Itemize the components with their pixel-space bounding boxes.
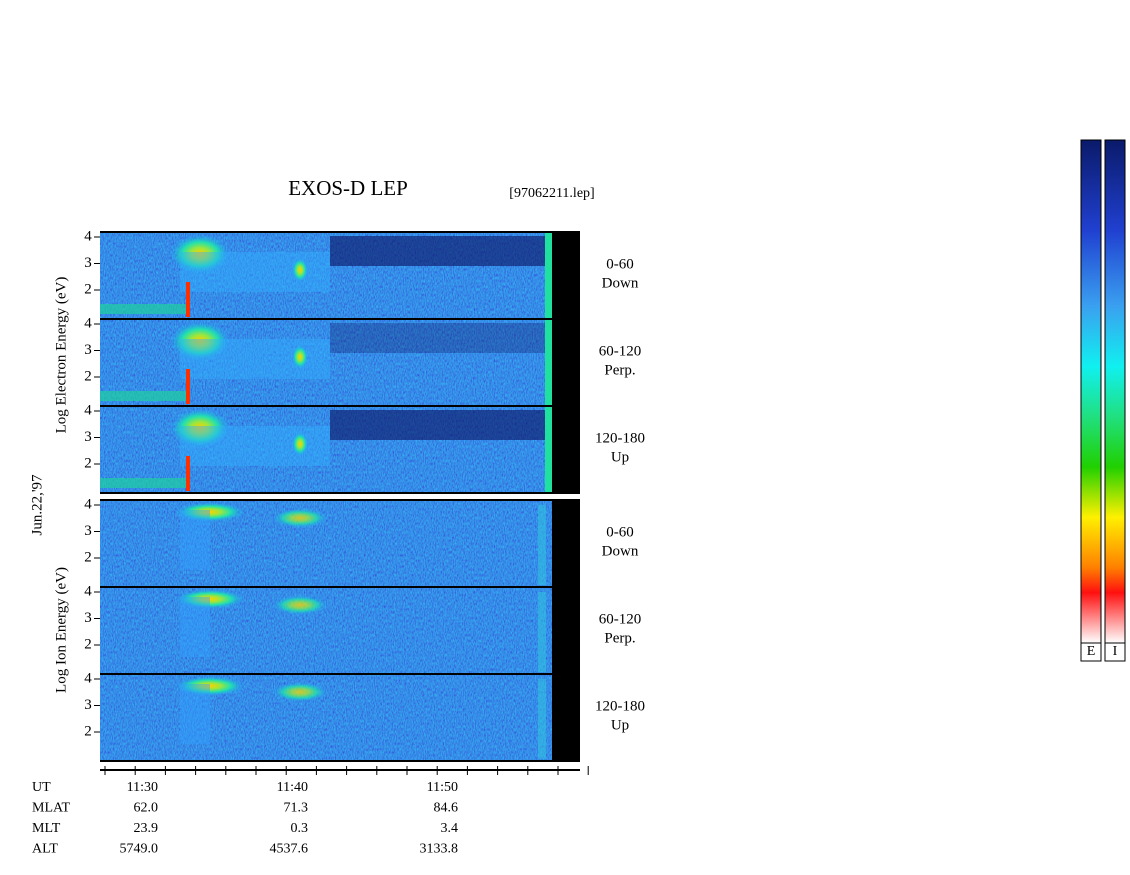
- flux-feature: [180, 510, 210, 570]
- flux-feature: [100, 478, 190, 488]
- y-tick-label: 3: [84, 342, 92, 358]
- flux-feature: [180, 684, 210, 744]
- flux-feature: [330, 323, 545, 353]
- colorbar: [1104, 139, 1126, 644]
- panel-noise: [100, 587, 552, 674]
- row-value: 62.0: [134, 801, 159, 816]
- flux-feature: [170, 234, 230, 274]
- y-tick-label: 2: [84, 549, 92, 565]
- flux-feature: [100, 391, 190, 401]
- flux-feature: [175, 502, 245, 522]
- y-tick-label: 3: [84, 255, 92, 271]
- date: Jun.22,'97: [29, 474, 45, 536]
- pitch-angle: 120-180: [595, 430, 645, 446]
- flux-feature: [292, 432, 308, 456]
- data-gap: [552, 674, 580, 761]
- row-value: 4537.6: [270, 842, 309, 857]
- y-tick-label: 4: [84, 228, 92, 244]
- pitch-angle: 120-180: [595, 698, 645, 714]
- flux-feature: [186, 282, 190, 317]
- flux-feature: [175, 676, 245, 696]
- colorbar-label-box: [1080, 642, 1102, 662]
- row-value: 23.9: [134, 821, 159, 836]
- flux-feature: [272, 682, 328, 702]
- y-tick-label: 3: [84, 610, 92, 626]
- y-tick-label: 4: [84, 315, 92, 331]
- flux-feature: [272, 595, 328, 615]
- pitch-angle: 0-60: [606, 256, 634, 272]
- y-tick-label: 2: [84, 636, 92, 652]
- row-label: UT: [32, 780, 51, 795]
- flux-feature: [170, 321, 230, 361]
- flux-feature: [175, 589, 245, 609]
- direction: Up: [611, 717, 629, 733]
- flux-feature: [538, 679, 546, 759]
- flux-feature: [330, 236, 545, 266]
- colorbar: [1080, 139, 1102, 644]
- colorbar-label-box: [1104, 642, 1126, 662]
- panel-noise: [100, 500, 552, 587]
- ion-axis-label: Log Ion Energy (eV): [53, 567, 69, 693]
- flux-feature: [538, 505, 546, 585]
- flux-feature: [538, 592, 546, 672]
- colorbar-label: E: [1087, 644, 1096, 659]
- pitch-angle: 0-60: [606, 524, 634, 540]
- direction: Perp.: [604, 630, 635, 646]
- electron-axis-label: Log Electron Energy (eV): [53, 277, 69, 434]
- colorbar-label: I: [1113, 644, 1118, 659]
- data-gap: [552, 319, 580, 406]
- flux-feature: [545, 319, 552, 406]
- title: EXOS-D LEP: [288, 176, 408, 200]
- flux-feature: [170, 408, 230, 448]
- data-gap: [552, 232, 580, 319]
- row-value: 11:30: [127, 780, 158, 795]
- y-tick-label: 3: [84, 523, 92, 539]
- y-tick-label: 2: [84, 723, 92, 739]
- flux-feature: [272, 508, 328, 528]
- direction: Down: [602, 275, 639, 291]
- flux-feature: [292, 258, 308, 282]
- row-label: MLAT: [32, 801, 71, 816]
- y-tick-label: 2: [84, 281, 92, 297]
- y-tick-label: 2: [84, 455, 92, 471]
- row-value: 3.4: [441, 821, 459, 836]
- y-tick-label: 4: [84, 670, 92, 686]
- flux-feature: [186, 369, 190, 404]
- flux-feature: [292, 345, 308, 369]
- flux-feature: [545, 406, 552, 493]
- row-value: 84.6: [434, 801, 459, 816]
- y-tick-label: 4: [84, 496, 92, 512]
- row-value: 11:50: [427, 780, 458, 795]
- row-value: 5749.0: [120, 842, 159, 857]
- row-value: 11:40: [277, 780, 308, 795]
- direction: Down: [602, 543, 639, 559]
- flux-feature: [330, 410, 545, 440]
- row-label: MLT: [32, 821, 61, 836]
- pitch-angle: 60-120: [599, 611, 642, 627]
- row-value: 71.3: [284, 801, 309, 816]
- flux-feature: [545, 232, 552, 319]
- file-name: [97062211.lep]: [509, 186, 594, 201]
- row-value: 3133.8: [420, 842, 459, 857]
- y-tick-label: 4: [84, 583, 92, 599]
- row-value: 0.3: [291, 821, 309, 836]
- data-gap: [552, 406, 580, 493]
- y-tick-label: 3: [84, 429, 92, 445]
- panel-noise: [100, 674, 552, 761]
- y-tick-label: 4: [84, 402, 92, 418]
- flux-feature: [186, 456, 190, 491]
- data-gap: [552, 587, 580, 674]
- flux-feature: [100, 304, 190, 314]
- direction: Up: [611, 449, 629, 465]
- data-gap: [552, 500, 580, 587]
- pitch-angle: 60-120: [599, 343, 642, 359]
- row-label: ALT: [32, 842, 58, 857]
- y-tick-label: 3: [84, 697, 92, 713]
- direction: Perp.: [604, 362, 635, 378]
- flux-feature: [180, 597, 210, 657]
- y-tick-label: 2: [84, 368, 92, 384]
